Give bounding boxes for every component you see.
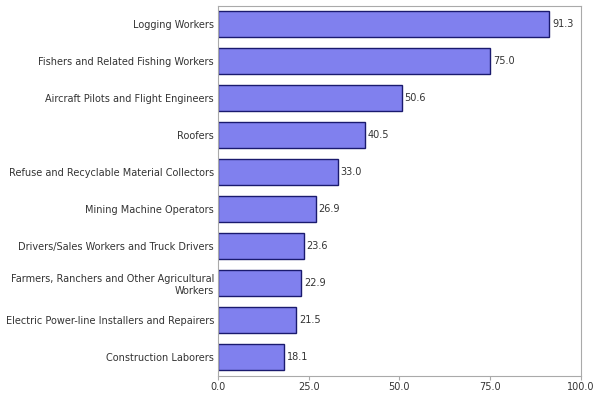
- Bar: [218, 122, 365, 148]
- Bar: [218, 48, 490, 74]
- Text: 50.6: 50.6: [404, 93, 426, 103]
- Bar: [218, 270, 301, 297]
- Text: 40.5: 40.5: [368, 130, 389, 140]
- Bar: [218, 11, 549, 37]
- Bar: [218, 344, 284, 370]
- Bar: [218, 196, 316, 222]
- Text: 75.0: 75.0: [493, 56, 515, 66]
- Text: 91.3: 91.3: [552, 19, 574, 29]
- Text: 22.9: 22.9: [304, 278, 326, 288]
- Text: 23.6: 23.6: [307, 241, 328, 251]
- Bar: [218, 307, 296, 334]
- Text: 33.0: 33.0: [341, 167, 362, 177]
- Text: 21.5: 21.5: [299, 315, 320, 325]
- Text: 18.1: 18.1: [287, 352, 308, 362]
- Bar: [218, 233, 304, 259]
- Bar: [218, 85, 401, 111]
- Text: 26.9: 26.9: [319, 204, 340, 214]
- Bar: [218, 159, 338, 185]
